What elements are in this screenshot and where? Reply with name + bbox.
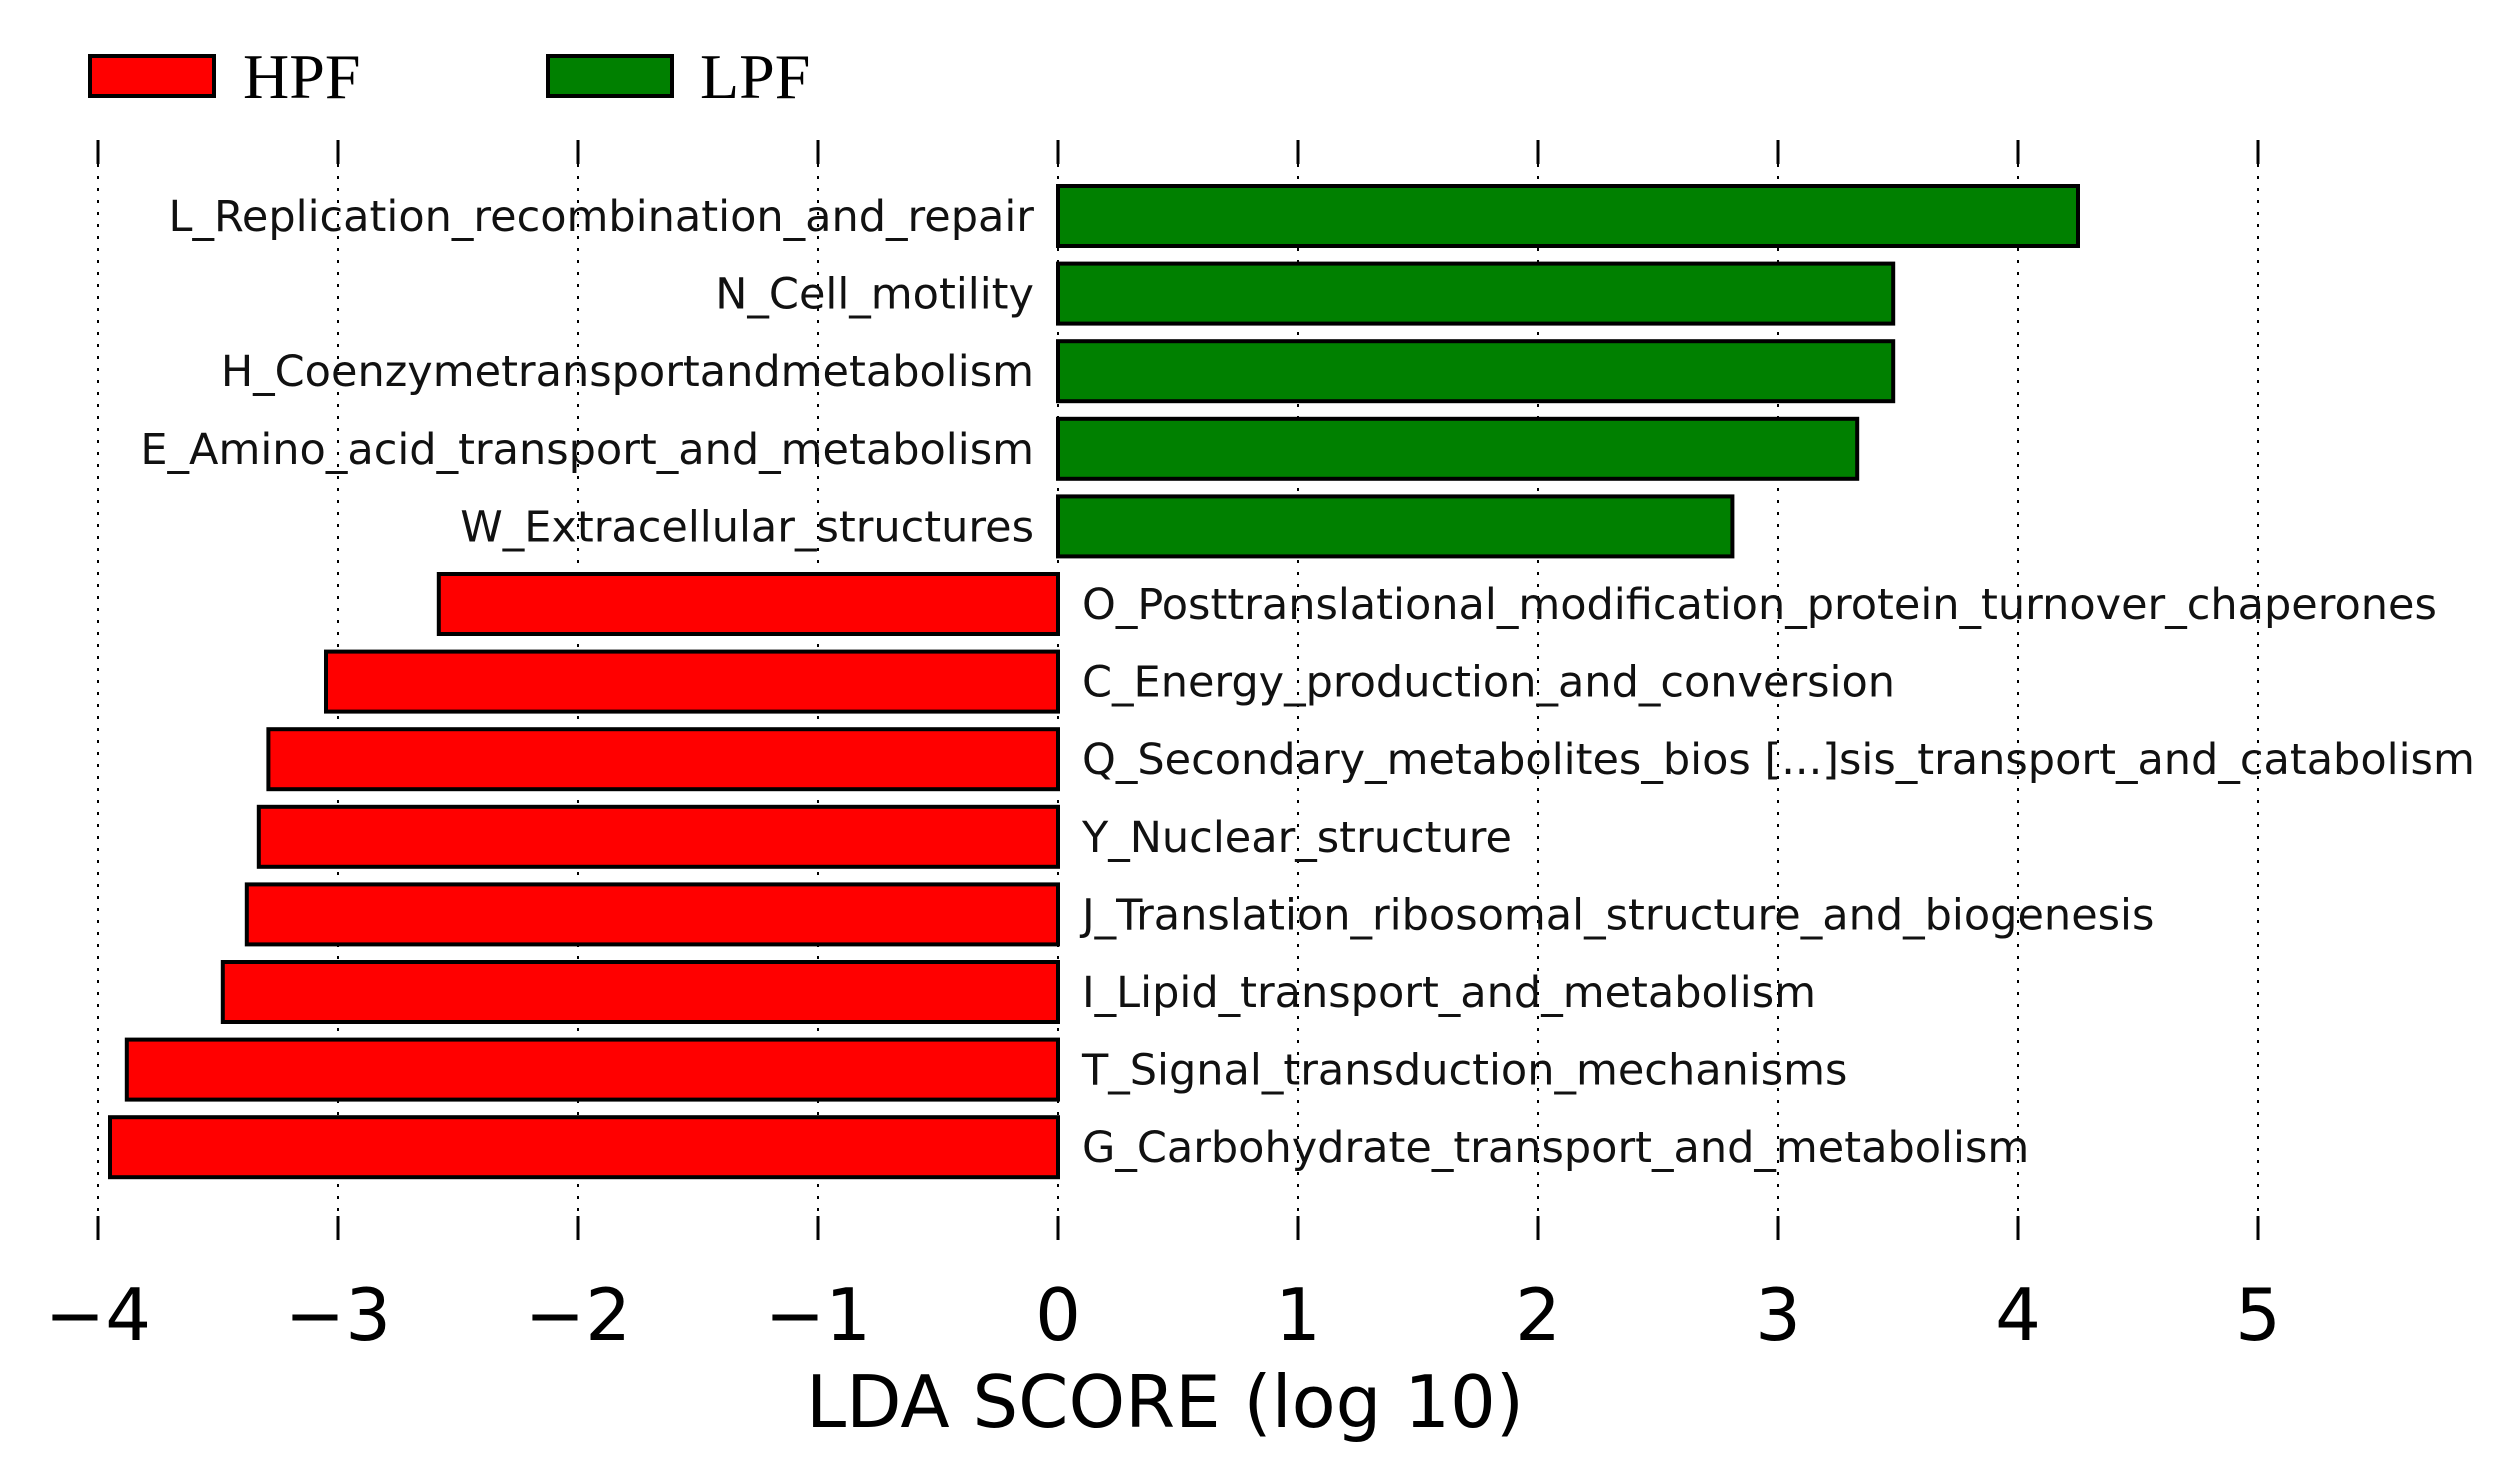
bar-4 bbox=[1056, 494, 1735, 559]
bar-label-6: C_Energy_production_and_conversion bbox=[1082, 658, 1895, 708]
bar-2 bbox=[1056, 339, 1896, 404]
bar-label-1: N_Cell_motility bbox=[715, 270, 1034, 320]
x-tick-label-2: −2 bbox=[525, 1273, 631, 1357]
bar-label-5: O_Posttranslational_modification_protein… bbox=[1082, 580, 2437, 630]
bar-label-7: Q_Secondary_metabolites_bios [...]sis_tr… bbox=[1082, 735, 2475, 785]
bar-label-12: G_Carbohydrate_transport_and_metabolism bbox=[1082, 1123, 2029, 1173]
bar-9 bbox=[244, 882, 1061, 947]
bar-label-2: H_Coenzymetransportandmetabolism bbox=[221, 347, 1034, 397]
bar-3 bbox=[1056, 416, 1860, 481]
bar-label-8: Y_Nuclear_structure bbox=[1081, 813, 1512, 863]
bar-11 bbox=[124, 1037, 1061, 1102]
x-tick-label-9: 5 bbox=[2235, 1273, 2281, 1357]
legend-swatch-hpf bbox=[88, 54, 216, 98]
bar-0 bbox=[1056, 184, 2080, 248]
bar-12 bbox=[108, 1115, 1060, 1180]
x-tick-label-6: 2 bbox=[1515, 1273, 1561, 1357]
bar-label-10: I_Lipid_transport_and_metabolism bbox=[1082, 968, 1816, 1018]
bars bbox=[108, 184, 2080, 1180]
bar-labels: L_Replication_recombination_and_repair N_… bbox=[140, 192, 2474, 1173]
x-tick-label-4: 0 bbox=[1035, 1273, 1081, 1357]
bar-label-3: E_Amino_acid_transport_and_metabolism bbox=[140, 425, 1034, 475]
x-axis-title: LDA SCORE (log 10) bbox=[806, 1360, 1524, 1444]
bar-8 bbox=[256, 804, 1060, 869]
bar-6 bbox=[324, 649, 1060, 714]
x-tick-label-1: −3 bbox=[285, 1273, 391, 1357]
legend-label-lpf: LPF bbox=[700, 41, 810, 112]
bar-7 bbox=[266, 727, 1060, 792]
bar-1 bbox=[1056, 261, 1896, 326]
bar-label-9: J_Translation_ribosomal_structure_and_bi… bbox=[1079, 890, 2154, 940]
x-tick-label-8: 4 bbox=[1995, 1273, 2041, 1357]
x-tick-label-0: −4 bbox=[45, 1273, 151, 1357]
bar-label-0: L_Replication_recombination_and_repair bbox=[168, 192, 1034, 242]
x-axis-ticks: −4 −3 −2 −1 0 1 2 3 4 5 bbox=[45, 140, 2281, 1357]
bar-10 bbox=[220, 960, 1061, 1024]
x-tick-label-5: 1 bbox=[1275, 1273, 1321, 1357]
x-tick-label-3: −1 bbox=[765, 1273, 871, 1357]
bar-5 bbox=[436, 572, 1060, 636]
bar-label-4: W_Extracellular_structures bbox=[460, 502, 1034, 552]
legend-label-hpf: HPF bbox=[243, 41, 360, 112]
bar-label-11: T_Signal_transduction_mechanisms bbox=[1081, 1046, 1847, 1096]
legend-swatch-lpf bbox=[546, 54, 674, 98]
legend: HPF LPF bbox=[88, 41, 810, 112]
x-tick-label-7: 3 bbox=[1755, 1273, 1801, 1357]
